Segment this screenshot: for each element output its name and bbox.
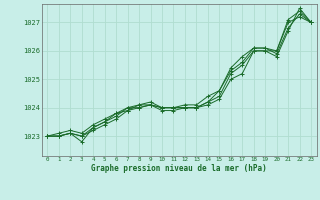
X-axis label: Graphe pression niveau de la mer (hPa): Graphe pression niveau de la mer (hPa) xyxy=(91,164,267,173)
